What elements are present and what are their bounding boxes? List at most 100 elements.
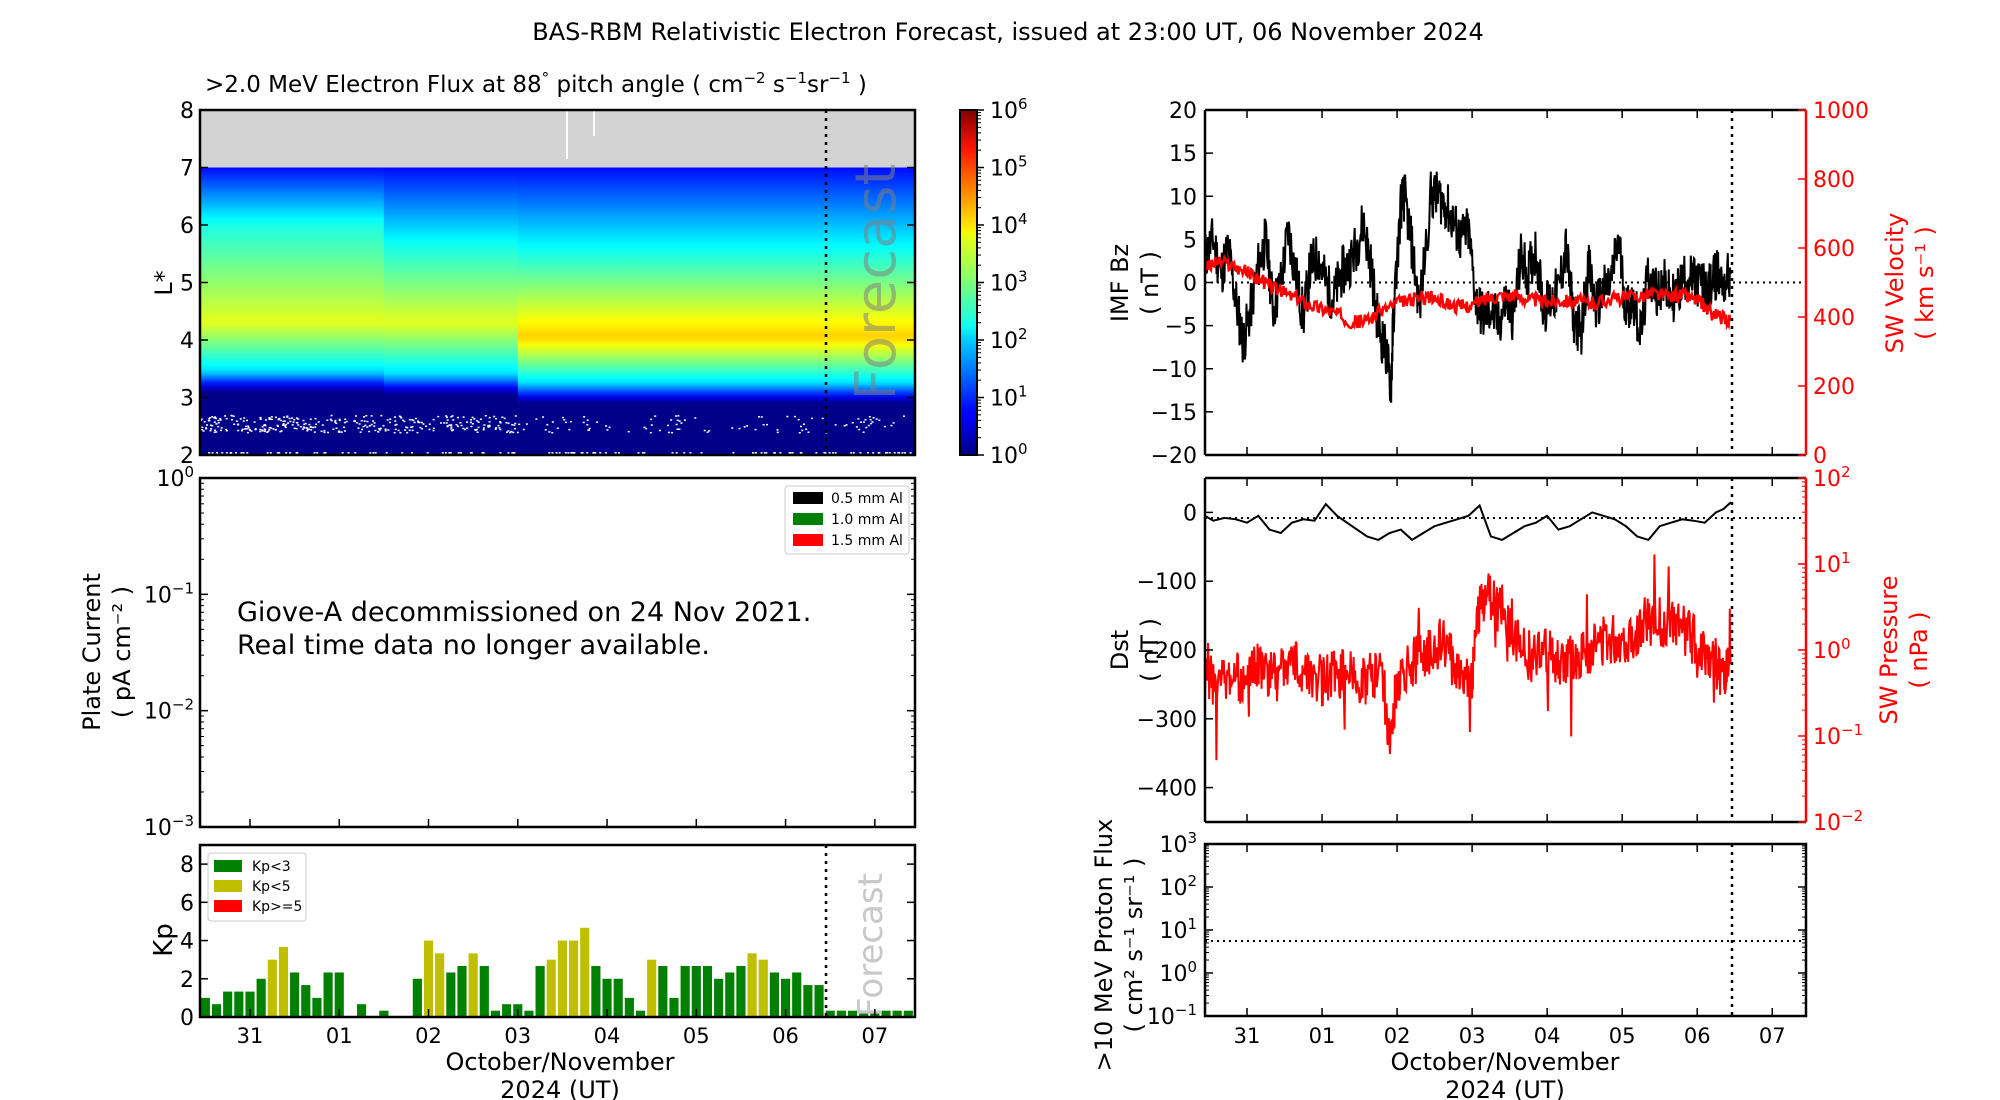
kp-legend: Kp<3 Kp<5 Kp>=5 [207, 852, 307, 922]
plate-current-ylabel-units: ( pA cm⁻² ) [108, 586, 136, 718]
forecast-label-heatmap: Forecast [844, 164, 909, 401]
kp-ytick-label: 4 [180, 930, 194, 955]
kp-bar [457, 965, 467, 1017]
plate-current-legend: 0.5 mm Al 1.0 mm Al 1.5 mm Al [784, 485, 910, 555]
dst-series [1205, 501, 1732, 542]
colorbar-tick-label: 104 [990, 210, 1028, 239]
kp-xlabel-line2: 2024 (UT) [500, 1076, 620, 1100]
colorbar-tick-label: 100 [990, 440, 1028, 469]
kp-bar [323, 972, 333, 1017]
kp-bar [669, 997, 679, 1017]
kp-xtick-label: 07 [861, 1024, 888, 1048]
kp-forecast-bar [847, 1010, 858, 1017]
imf-ytick-label: −20 [1151, 444, 1197, 469]
dst-ytick-label: −300 [1137, 708, 1197, 733]
velocity-ytick-label: 200 [1813, 375, 1855, 400]
legend-label: 1.0 mm Al [831, 512, 903, 528]
plate-ytick-label: 10−2 [144, 696, 194, 725]
kp-forecast-bar [836, 1010, 846, 1017]
right-xtick-label: 06 [1684, 1024, 1711, 1048]
right-xlabel-line1: October/November [1391, 1048, 1620, 1076]
kp-bar [725, 972, 735, 1017]
imf-bz-series [1205, 171, 1732, 403]
heatmap-ytick-label: 2 [180, 444, 194, 469]
kp-xtick-label: 01 [326, 1024, 353, 1048]
forecast-label-kp: Forecast [851, 873, 891, 1017]
right-xtick-label: 07 [1759, 1024, 1786, 1048]
legend-swatch [793, 513, 823, 525]
kp-ytick-label: 0 [180, 1006, 194, 1031]
kp-bar [234, 991, 244, 1017]
kp-bar [680, 965, 690, 1017]
kp-ytick-label: 6 [180, 891, 194, 916]
kp-bar [502, 1004, 512, 1017]
kp-bar [591, 965, 601, 1017]
kp-bar [490, 1010, 501, 1017]
heatmap-segment [200, 167, 385, 455]
kp-bar [546, 959, 556, 1017]
kp-bar [736, 965, 746, 1017]
imf-bz-panel: 20 15 10 5 0 −5 −10 −15 −20 1000 800 600 400 200 0 IMF… [1106, 99, 1939, 469]
plate-current-message-line1: Giove-A decommissioned on 24 Nov 2021. [237, 597, 811, 628]
sw-velocity-series [1205, 254, 1732, 331]
colorbar: 100 101 102 103 104 105 106 [959, 95, 1028, 469]
kp-forecast-bar [859, 1010, 869, 1017]
right-xtick-label: 05 [1609, 1024, 1636, 1048]
heatmap-ytick-label: 3 [180, 387, 194, 412]
electron-flux-panel: >2.0 MeV Electron Flux at 88° pitch angl… [150, 69, 917, 469]
kp-bar [568, 940, 579, 1017]
velocity-ytick-label: 600 [1813, 237, 1855, 262]
proton-flux-ylabel: >10 MeV Proton Flux [1090, 819, 1118, 1072]
pressure-ytick-label: 100 [1813, 635, 1851, 664]
proton-ytick-label: 103 [1159, 829, 1197, 858]
velocity-ytick-label: 400 [1813, 306, 1855, 331]
colorbar-tick-label: 106 [990, 95, 1028, 124]
proton-flux-ylabel-units: ( cm² s⁻¹ sr⁻¹ ) [1120, 858, 1148, 1033]
kp-bar [446, 972, 456, 1017]
electron-flux-heatmap [200, 110, 915, 455]
proton-ytick-label: 100 [1159, 958, 1197, 987]
kp-bar [301, 985, 311, 1017]
dst-ylabel: Dst [1106, 630, 1134, 670]
legend-swatch [793, 534, 823, 546]
proton-flux-panel: 103 102 101 100 10−1 >10 MeV Proton Flux ( c… [1090, 819, 1808, 1100]
sw-velocity-ylabel: SW Velocity [1881, 213, 1909, 354]
legend-swatch [214, 900, 242, 912]
kp-bar [356, 1004, 367, 1017]
heatmap-no-data-region [200, 110, 915, 168]
imf-ytick-label: −15 [1151, 401, 1197, 426]
kp-bar [334, 972, 344, 1017]
plate-ytick-label: 100 [156, 463, 194, 492]
imf-ytick-label: −5 [1165, 315, 1197, 340]
velocity-ytick-label: 1000 [1813, 99, 1869, 124]
heatmap-ytick-label: 5 [180, 272, 194, 297]
right-xlabel-line2: 2024 (UT) [1445, 1076, 1565, 1100]
kp-bar [423, 940, 434, 1017]
kp-ytick-label: 8 [180, 853, 194, 878]
kp-bar [524, 1010, 534, 1017]
plate-ytick-label: 10−1 [144, 579, 194, 608]
imf-ytick-label: 20 [1169, 99, 1197, 124]
kp-bar [412, 978, 422, 1017]
kp-bar [635, 1010, 646, 1017]
colorbar-tick-label: 102 [990, 325, 1028, 354]
plate-current-panel: 100 10−1 10−2 10−3 Plate Current ( pA cm⁻² … [78, 463, 917, 841]
proton-ytick-label: 102 [1159, 872, 1197, 901]
right-xtick-label: 04 [1534, 1024, 1561, 1048]
heatmap-ytick-label: 7 [180, 157, 194, 182]
sw-velocity-ylabel-units: ( km s⁻¹ ) [1911, 226, 1939, 340]
legend-label: 1.5 mm Al [831, 533, 903, 549]
electron-flux-ylabel: L* [150, 270, 178, 295]
plate-current-ylabel: Plate Current [78, 573, 106, 731]
electron-flux-title: >2.0 MeV Electron Flux at 88° pitch angl… [205, 69, 867, 98]
kp-bars [200, 927, 913, 1017]
kp-bar [769, 972, 779, 1017]
plate-current-message-line2: Real time data no longer available. [237, 630, 710, 661]
plate-current-frame [198, 476, 917, 829]
imf-ytick-label: 0 [1183, 272, 1197, 297]
heatmap-segment [383, 167, 519, 455]
data-gap-marker [566, 111, 568, 159]
right-xtick-label: 03 [1459, 1024, 1486, 1048]
plate-ytick-label: 10−3 [144, 812, 194, 841]
